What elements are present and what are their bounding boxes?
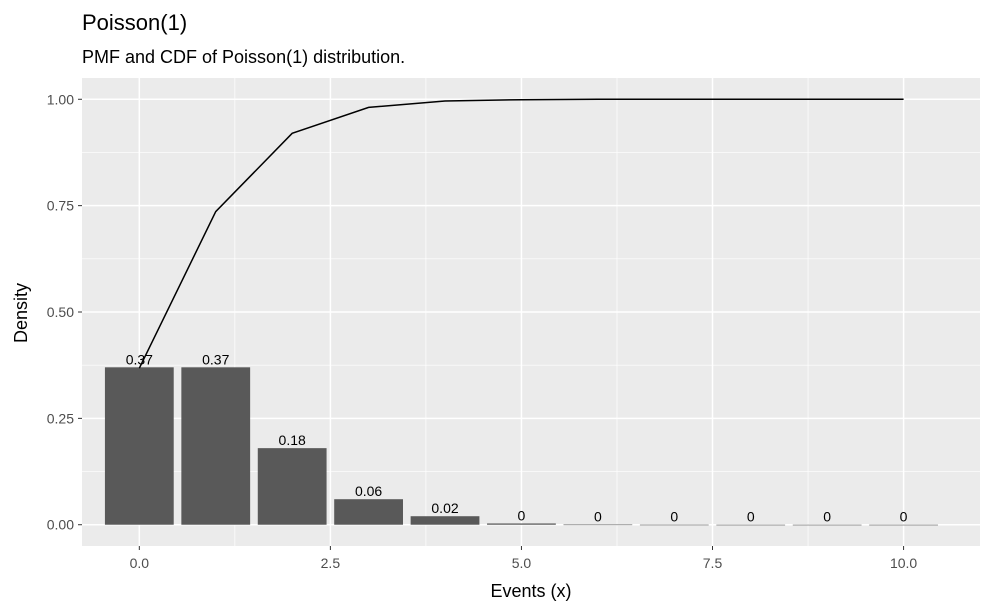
chart-subtitle: PMF and CDF of Poisson(1) distribution.	[82, 47, 405, 67]
pmf-bar	[334, 499, 403, 525]
y-axis: 0.00 0.25 0.50 0.75 1.00	[47, 91, 82, 533]
bar-value-label: 0.37	[202, 351, 229, 367]
pmf-bar	[869, 524, 938, 526]
bar-value-label: 0	[900, 509, 908, 525]
y-axis-title: Density	[11, 283, 31, 343]
x-tick-label: 5.0	[512, 555, 532, 571]
y-tick-label: 0.25	[47, 410, 74, 426]
x-axis: 0.0 2.5 5.0 7.5 10.0	[130, 546, 917, 571]
y-tick-label: 0.75	[47, 198, 74, 214]
pmf-bar	[716, 524, 786, 526]
bar-value-label: 0.18	[279, 432, 306, 448]
pmf-bar	[181, 367, 251, 525]
bar-value-label: 0.37	[126, 351, 153, 367]
x-tick-label: 7.5	[703, 555, 723, 571]
y-tick-label: 0.00	[47, 517, 74, 533]
pmf-bar	[104, 367, 174, 525]
x-tick-label: 0.0	[130, 555, 150, 571]
pmf-bar	[563, 524, 633, 526]
pmf-bar	[639, 524, 709, 526]
bar-value-label: 0	[823, 509, 831, 525]
bar-value-label: 0.06	[355, 483, 382, 499]
cdf-line	[138, 98, 904, 369]
bar-value-label: 0	[518, 507, 526, 523]
x-tick-label: 10.0	[890, 555, 917, 571]
x-tick-label: 2.5	[321, 555, 341, 571]
x-axis-title: Events (x)	[490, 581, 571, 601]
bar-value-label: 0.02	[431, 500, 458, 516]
bar-value-labels: 0.37 0.37 0.18 0.06 0.02 0 0 0 0 0 0	[126, 351, 908, 524]
y-tick-label: 0.50	[47, 304, 74, 320]
pmf-bar	[257, 448, 327, 525]
y-tick-label: 1.00	[47, 91, 74, 107]
bar-value-label: 0	[670, 509, 678, 525]
bar-value-label: 0	[747, 509, 755, 525]
pmf-bar	[410, 516, 480, 525]
pmf-bar	[792, 524, 862, 526]
bar-value-label: 0	[594, 509, 602, 525]
chart-title: Poisson(1)	[82, 10, 187, 35]
pmf-bars	[104, 367, 938, 526]
pmf-bar	[487, 523, 556, 525]
